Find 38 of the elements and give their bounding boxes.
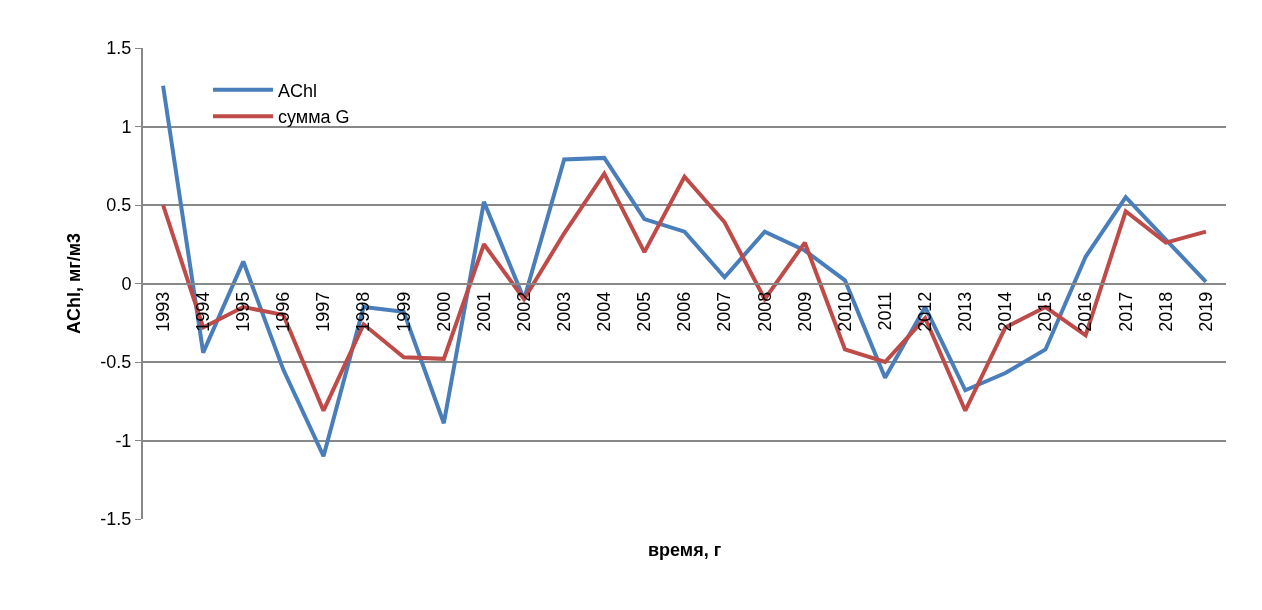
y-tick-label: -0.5 bbox=[100, 352, 132, 373]
x-tick-label: 2018 bbox=[1155, 291, 1176, 332]
x-tick-label: 1999 bbox=[393, 291, 414, 332]
x-tick-label: 2017 bbox=[1115, 291, 1136, 332]
y-axis-title: AChl, мг/м3 bbox=[64, 232, 85, 335]
x-tick-label: 2008 bbox=[754, 291, 775, 332]
y-tick-label: 0 bbox=[121, 273, 132, 294]
x-tick-label: 1994 bbox=[193, 291, 214, 332]
x-tick-label: 2006 bbox=[674, 291, 695, 332]
x-axis-title: время, г bbox=[648, 540, 722, 560]
x-tick-label: 2015 bbox=[1035, 291, 1056, 332]
x-tick-label: 1993 bbox=[152, 291, 173, 332]
x-tick-label: 1996 bbox=[273, 291, 294, 332]
y-tick-label: 1.5 bbox=[106, 38, 132, 59]
x-tick-label: 2013 bbox=[955, 291, 976, 332]
x-tick-label: 1995 bbox=[233, 291, 254, 332]
y-tick-label: 0.5 bbox=[106, 195, 132, 216]
x-tick-label: 2000 bbox=[433, 291, 454, 332]
legend-label: сумма G bbox=[277, 107, 350, 128]
x-tick-label: 2011 bbox=[874, 291, 895, 331]
y-tick-label: 1 bbox=[121, 116, 132, 137]
x-tick-label: 2009 bbox=[794, 291, 815, 332]
x-tick-label: 2016 bbox=[1075, 291, 1096, 332]
x-tick-label: 2005 bbox=[634, 291, 655, 332]
x-tick-label: 2003 bbox=[554, 291, 575, 332]
x-tick-label: 2007 bbox=[714, 291, 735, 332]
x-tick-label: 2002 bbox=[513, 291, 534, 332]
y-tick-label: -1 bbox=[115, 430, 132, 451]
y-tick-label: -1.5 bbox=[100, 509, 132, 530]
x-tick-label: 1997 bbox=[313, 291, 334, 332]
x-tick-label: 1998 bbox=[353, 291, 374, 332]
x-tick-label: 2001 bbox=[473, 291, 494, 332]
x-tick-label: 2004 bbox=[594, 291, 615, 332]
x-tick-label: 2012 bbox=[915, 291, 936, 332]
x-tick-label: 2010 bbox=[834, 291, 855, 332]
x-tick-label: 2014 bbox=[995, 291, 1016, 332]
x-tick-label: 2019 bbox=[1195, 291, 1216, 332]
legend-label: AChl bbox=[277, 80, 317, 101]
